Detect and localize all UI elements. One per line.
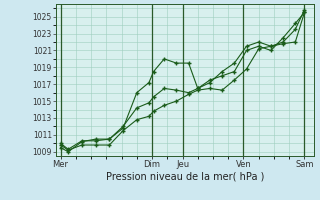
X-axis label: Pression niveau de la mer( hPa ): Pression niveau de la mer( hPa ): [106, 172, 264, 182]
